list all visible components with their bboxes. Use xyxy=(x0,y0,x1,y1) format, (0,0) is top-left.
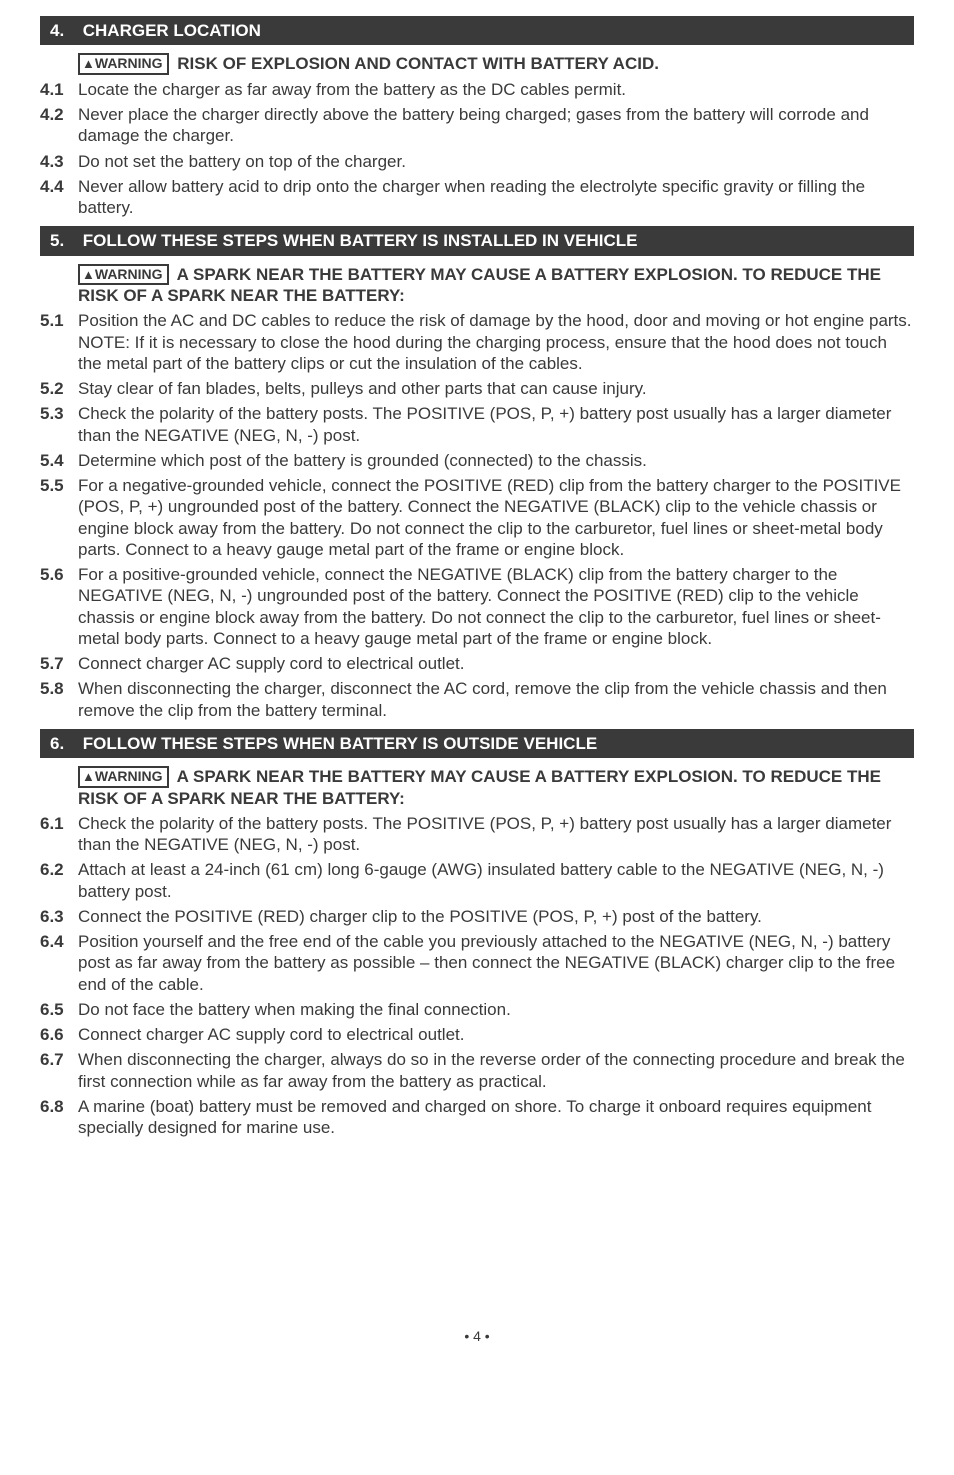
item-number: 6.2 xyxy=(40,859,78,902)
section-title: FOLLOW THESE STEPS WHEN BATTERY IS INSTA… xyxy=(83,231,638,250)
warning-badge: ▲WARNING xyxy=(78,766,169,788)
list-item: 6.4Position yourself and the free end of… xyxy=(40,931,914,995)
item-text: When disconnecting the charger, always d… xyxy=(78,1049,914,1092)
warning-badge: ▲WARNING xyxy=(78,53,169,75)
list-item: 6.7When disconnecting the charger, alway… xyxy=(40,1049,914,1092)
item-text: Position the AC and DC cables to reduce … xyxy=(78,310,914,374)
section-number: 6. xyxy=(50,733,78,754)
item-text: Do not set the battery on top of the cha… xyxy=(78,151,914,172)
warning-label: WARNING xyxy=(95,55,163,71)
list-item: 4.1Locate the charger as far away from t… xyxy=(40,79,914,100)
list-item: 4.4Never allow battery acid to drip onto… xyxy=(40,176,914,219)
item-text: A marine (boat) battery must be removed … xyxy=(78,1096,914,1139)
section-header-6: 6. FOLLOW THESE STEPS WHEN BATTERY IS OU… xyxy=(40,729,914,758)
item-number: 4.3 xyxy=(40,151,78,172)
item-text: For a negative-grounded vehicle, connect… xyxy=(78,475,914,560)
warning-text: A SPARK NEAR THE BATTERY MAY CAUSE A BAT… xyxy=(78,767,881,808)
list-item: 4.3Do not set the battery on top of the … xyxy=(40,151,914,172)
item-number: 4.1 xyxy=(40,79,78,100)
list-item: 5.1Position the AC and DC cables to redu… xyxy=(40,310,914,374)
item-number: 6.5 xyxy=(40,999,78,1020)
section-number: 5. xyxy=(50,230,78,251)
section-5-items: 5.1Position the AC and DC cables to redu… xyxy=(40,310,914,721)
item-text: Never allow battery acid to drip onto th… xyxy=(78,176,914,219)
section-6-items: 6.1Check the polarity of the battery pos… xyxy=(40,813,914,1139)
item-number: 5.8 xyxy=(40,678,78,721)
item-text: Position yourself and the free end of th… xyxy=(78,931,914,995)
warning-line-4: ▲WARNING RISK OF EXPLOSION AND CONTACT W… xyxy=(78,53,914,75)
list-item: 6.5Do not face the battery when making t… xyxy=(40,999,914,1020)
warning-text: RISK OF EXPLOSION AND CONTACT WITH BATTE… xyxy=(177,54,659,73)
list-item: 5.5For a negative-grounded vehicle, conn… xyxy=(40,475,914,560)
warning-text: A SPARK NEAR THE BATTERY MAY CAUSE A BAT… xyxy=(78,265,881,306)
item-number: 5.1 xyxy=(40,310,78,374)
item-text: Connect the POSITIVE (RED) charger clip … xyxy=(78,906,914,927)
item-text: Connect charger AC supply cord to electr… xyxy=(78,1024,914,1045)
warning-line-6: ▲WARNING A SPARK NEAR THE BATTERY MAY CA… xyxy=(78,766,914,809)
item-text: Never place the charger directly above t… xyxy=(78,104,914,147)
item-text: Attach at least a 24-inch (61 cm) long 6… xyxy=(78,859,914,902)
list-item: 6.2Attach at least a 24-inch (61 cm) lon… xyxy=(40,859,914,902)
item-number: 4.2 xyxy=(40,104,78,147)
list-item: 5.6For a positive-grounded vehicle, conn… xyxy=(40,564,914,649)
item-number: 5.6 xyxy=(40,564,78,649)
warning-label: WARNING xyxy=(95,768,163,784)
warning-label: WARNING xyxy=(95,266,163,282)
list-item: 5.8When disconnecting the charger, disco… xyxy=(40,678,914,721)
item-number: 5.4 xyxy=(40,450,78,471)
section-header-5: 5. FOLLOW THESE STEPS WHEN BATTERY IS IN… xyxy=(40,226,914,255)
item-number: 6.6 xyxy=(40,1024,78,1045)
item-text: For a positive-grounded vehicle, connect… xyxy=(78,564,914,649)
item-text: When disconnecting the charger, disconne… xyxy=(78,678,914,721)
item-text: Check the polarity of the battery posts.… xyxy=(78,403,914,446)
item-text: Determine which post of the battery is g… xyxy=(78,450,914,471)
warning-icon: ▲ xyxy=(82,56,95,71)
list-item: 5.4Determine which post of the battery i… xyxy=(40,450,914,471)
item-text: Do not face the battery when making the … xyxy=(78,999,914,1020)
item-number: 5.3 xyxy=(40,403,78,446)
section-number: 4. xyxy=(50,20,78,41)
page-number: • 4 • xyxy=(40,1328,914,1346)
item-text: Locate the charger as far away from the … xyxy=(78,79,914,100)
item-number: 5.2 xyxy=(40,378,78,399)
item-text: Connect charger AC supply cord to electr… xyxy=(78,653,914,674)
item-number: 5.7 xyxy=(40,653,78,674)
list-item: 6.1Check the polarity of the battery pos… xyxy=(40,813,914,856)
warning-line-5: ▲WARNING A SPARK NEAR THE BATTERY MAY CA… xyxy=(78,264,914,307)
list-item: 5.2Stay clear of fan blades, belts, pull… xyxy=(40,378,914,399)
item-number: 6.4 xyxy=(40,931,78,995)
list-item: 6.8A marine (boat) battery must be remov… xyxy=(40,1096,914,1139)
list-item: 6.3Connect the POSITIVE (RED) charger cl… xyxy=(40,906,914,927)
item-number: 5.5 xyxy=(40,475,78,560)
section-4-items: 4.1Locate the charger as far away from t… xyxy=(40,79,914,219)
section-title: CHARGER LOCATION xyxy=(83,21,261,40)
warning-icon: ▲ xyxy=(82,769,95,784)
item-text: Stay clear of fan blades, belts, pulleys… xyxy=(78,378,914,399)
list-item: 6.6Connect charger AC supply cord to ele… xyxy=(40,1024,914,1045)
warning-icon: ▲ xyxy=(82,267,95,282)
section-title: FOLLOW THESE STEPS WHEN BATTERY IS OUTSI… xyxy=(83,734,597,753)
item-text: Check the polarity of the battery posts.… xyxy=(78,813,914,856)
item-number: 6.3 xyxy=(40,906,78,927)
item-number: 6.1 xyxy=(40,813,78,856)
item-number: 6.7 xyxy=(40,1049,78,1092)
item-number: 6.8 xyxy=(40,1096,78,1139)
list-item: 4.2Never place the charger directly abov… xyxy=(40,104,914,147)
warning-badge: ▲WARNING xyxy=(78,264,169,286)
section-header-4: 4. CHARGER LOCATION xyxy=(40,16,914,45)
item-number: 4.4 xyxy=(40,176,78,219)
list-item: 5.3Check the polarity of the battery pos… xyxy=(40,403,914,446)
list-item: 5.7Connect charger AC supply cord to ele… xyxy=(40,653,914,674)
